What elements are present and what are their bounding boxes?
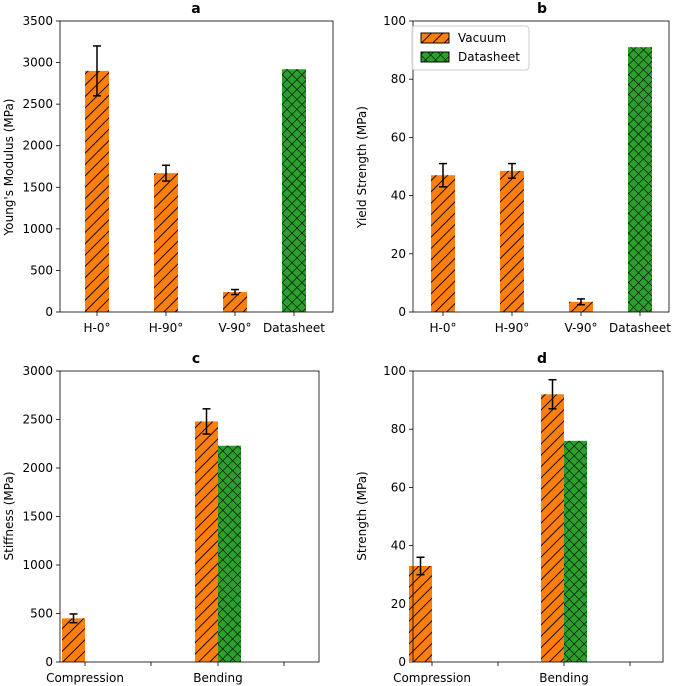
panel-a-ytick-label: 1500	[22, 180, 53, 194]
panel-d-title: d	[537, 351, 547, 367]
panel-b-bar-hatch	[431, 175, 455, 312]
panel-a-plot: 0 500 1000 1500 2000 2500 3000 3500 H-0° H-90° V-9…	[22, 14, 334, 335]
panel-b-frame	[412, 20, 670, 313]
panel-b-ytick-label: 20	[391, 247, 406, 261]
panel-b-xtick-label: V-90°	[564, 321, 597, 335]
panel-d-bar-hatch	[541, 394, 564, 662]
panel-c-ytick-label: 0	[45, 655, 53, 669]
panel-d-frame	[412, 370, 664, 663]
panel-b-bar-hatch	[500, 170, 524, 312]
panel-b: b Yield Strength (MPa) 0 20 40 60 80 100 H-0° H…	[355, 1, 671, 335]
panel-a-ytick-label: 3500	[22, 14, 53, 28]
panel-b-xtick-label: H-90°	[495, 321, 530, 335]
panel-a-frame	[59, 20, 334, 313]
panel-d-ytick-label: 100	[383, 364, 406, 378]
panel-b-ytick-label: 60	[391, 130, 406, 144]
panel-a-xtick-label: H-90°	[149, 321, 184, 335]
panel-b-bar-hatch	[628, 47, 652, 312]
panel-c-plot: 0 500 1000 1500 2000 2500 3000 Compression Bendi…	[22, 364, 320, 685]
panel-d-ytick-label: 20	[391, 597, 406, 611]
panel-a-ylabel: Young's Modulus (MPa)	[2, 99, 16, 237]
panel-c-xtick-label: Bending	[193, 671, 242, 685]
panel-a-ytick-label: 1000	[22, 222, 53, 236]
panel-b-title: b	[537, 1, 547, 17]
panel-a: a Young's Modulus (MPa) 0 500 1000 1500 2000…	[2, 1, 334, 335]
panel-c-frame	[59, 370, 320, 663]
panel-b-ytick-label: 100	[383, 14, 406, 28]
legend-label-datasheet: Datasheet	[458, 50, 520, 64]
panel-a-title: a	[191, 1, 200, 17]
panel-d-bar-hatch	[409, 565, 432, 662]
panel-c-bar-hatch	[218, 445, 241, 662]
panel-d-ytick-label: 0	[398, 655, 406, 669]
panel-c-ytick-label: 1500	[22, 510, 53, 524]
panel-c-bar-hatch	[62, 618, 85, 662]
legend: Vacuum Datasheet	[411, 25, 530, 71]
panel-b-xtick-label: Datasheet	[609, 321, 671, 335]
panel-a-xtick-label: H-0°	[84, 321, 111, 335]
panel-c-ytick-label: 2000	[22, 461, 53, 475]
panel-c: c Stiffness (MPa) 0 500 1000 1500 2000 2500 30…	[2, 351, 320, 685]
panel-d-xtick-label: Compression	[393, 671, 471, 685]
panel-b-ytick-label: 0	[398, 305, 406, 319]
panel-c-ytick-label: 500	[30, 607, 53, 621]
panel-a-ytick-label: 0	[45, 305, 53, 319]
panel-a-bar-hatch	[154, 173, 178, 312]
panel-d: d Strength (MPa) 0 20 40 60 80 100 Compression…	[355, 351, 664, 685]
panel-d-ytick-label: 40	[391, 539, 406, 553]
panel-a-bar-hatch	[282, 69, 306, 312]
panel-b-xtick-label: H-0°	[430, 321, 457, 335]
panel-b-bar-hatch	[569, 301, 593, 312]
legend-swatch-datasheet-hatch	[420, 51, 450, 63]
panel-b-ytick-label: 80	[391, 72, 406, 86]
panel-d-ytick-label: 60	[391, 480, 406, 494]
panel-a-bar-hatch	[85, 70, 109, 312]
panel-d-ylabel: Strength (MPa)	[355, 471, 369, 561]
panel-c-xtick-label: Compression	[46, 671, 124, 685]
panel-c-bar-hatch	[195, 421, 218, 662]
panel-c-ytick-label: 2500	[22, 413, 53, 427]
panel-a-bar-hatch	[223, 292, 247, 312]
panel-b-plot: 0 20 40 60 80 100 H-0° H-90° V-90° Datasheet	[383, 14, 671, 335]
panel-d-ytick-label: 80	[391, 422, 406, 436]
panel-a-ytick-label: 500	[30, 263, 53, 277]
panel-d-bar-hatch	[564, 440, 587, 662]
panel-c-ytick-label: 3000	[22, 364, 53, 378]
panel-c-title: c	[192, 351, 200, 367]
panel-d-xtick-label: Bending	[539, 671, 588, 685]
panel-a-ytick-label: 2500	[22, 97, 53, 111]
panel-b-ylabel: Yield Strength (MPa)	[355, 106, 369, 229]
panel-a-xtick-label: V-90°	[218, 321, 251, 335]
legend-swatch-vacuum-hatch	[420, 32, 450, 44]
panel-a-ytick-label: 2000	[22, 139, 53, 153]
panel-c-ytick-label: 1000	[22, 558, 53, 572]
panel-c-ylabel: Stiffness (MPa)	[2, 472, 16, 561]
panel-d-plot: 0 20 40 60 80 100 Compression Bending	[383, 364, 664, 685]
panel-b-ytick-label: 40	[391, 189, 406, 203]
panel-a-xtick-label: Datasheet	[263, 321, 325, 335]
panel-a-ytick-label: 3000	[22, 56, 53, 70]
legend-label-vacuum: Vacuum	[458, 31, 506, 45]
